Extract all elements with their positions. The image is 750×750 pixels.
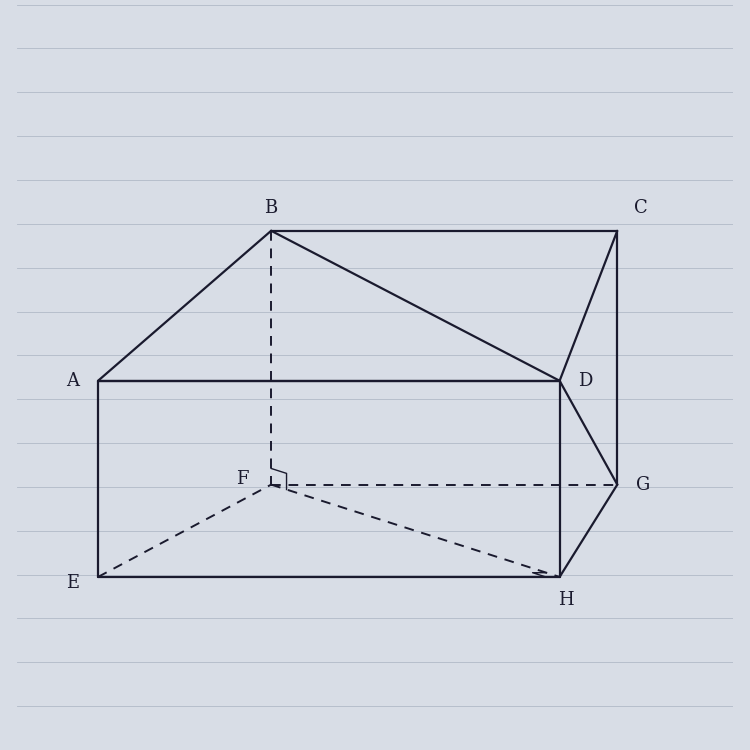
Text: G: G [635,476,650,494]
Text: E: E [66,574,80,592]
Text: B: B [265,199,278,217]
Text: F: F [236,470,248,488]
Text: D: D [578,372,592,390]
Text: C: C [634,199,647,217]
Text: H: H [557,591,573,609]
Text: A: A [66,372,80,390]
